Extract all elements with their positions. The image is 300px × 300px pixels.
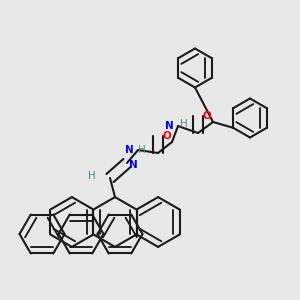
Text: H: H bbox=[179, 118, 187, 129]
Text: N: N bbox=[128, 160, 137, 170]
Text: H: H bbox=[88, 171, 96, 181]
Text: H: H bbox=[138, 145, 146, 155]
Text: N: N bbox=[125, 145, 134, 155]
Text: O: O bbox=[163, 131, 171, 141]
Text: N: N bbox=[165, 121, 173, 131]
Text: O: O bbox=[202, 111, 211, 121]
